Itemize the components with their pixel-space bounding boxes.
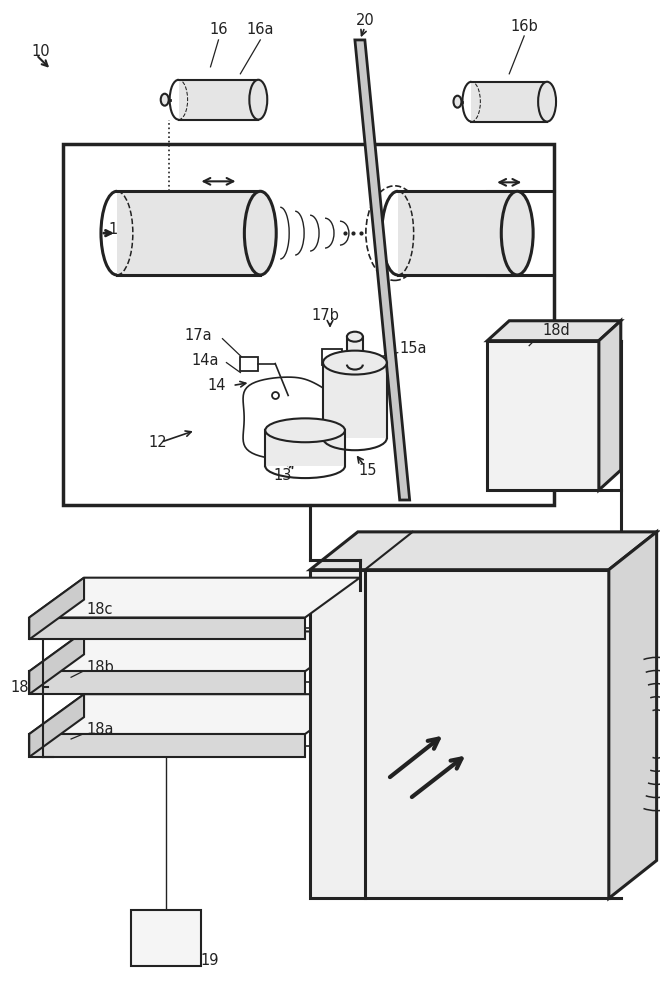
Text: 18c: 18c <box>86 602 112 617</box>
Ellipse shape <box>347 332 363 342</box>
Text: 12: 12 <box>149 435 167 450</box>
Polygon shape <box>471 82 547 122</box>
Text: 17a: 17a <box>185 328 212 343</box>
Polygon shape <box>487 321 621 341</box>
Polygon shape <box>599 321 621 490</box>
Polygon shape <box>29 578 84 639</box>
Polygon shape <box>29 694 84 757</box>
Polygon shape <box>29 694 360 734</box>
Ellipse shape <box>245 191 276 275</box>
Text: 18b: 18b <box>86 660 114 675</box>
Polygon shape <box>323 363 387 438</box>
Ellipse shape <box>501 191 533 275</box>
Polygon shape <box>310 570 609 898</box>
Polygon shape <box>29 631 84 694</box>
Ellipse shape <box>249 80 267 120</box>
Text: 16a: 16a <box>247 22 274 37</box>
Text: 16: 16 <box>210 22 228 37</box>
Polygon shape <box>29 734 305 757</box>
Polygon shape <box>322 349 342 365</box>
Text: 11: 11 <box>109 222 128 237</box>
Polygon shape <box>131 910 200 966</box>
Ellipse shape <box>453 96 461 108</box>
Ellipse shape <box>161 94 169 106</box>
Ellipse shape <box>538 82 556 122</box>
Text: 20: 20 <box>356 13 374 28</box>
Text: 15: 15 <box>358 463 377 478</box>
Polygon shape <box>29 578 360 618</box>
Text: 18a: 18a <box>86 722 114 737</box>
Text: 10: 10 <box>31 44 50 59</box>
Ellipse shape <box>265 418 345 442</box>
Polygon shape <box>398 191 517 275</box>
Polygon shape <box>241 357 258 371</box>
Polygon shape <box>265 430 345 466</box>
Text: 16b: 16b <box>510 19 538 34</box>
Polygon shape <box>310 532 656 570</box>
Text: 19: 19 <box>200 953 219 968</box>
Polygon shape <box>178 80 258 120</box>
Polygon shape <box>355 40 410 500</box>
Polygon shape <box>347 337 363 365</box>
Polygon shape <box>117 191 260 275</box>
Polygon shape <box>29 631 360 671</box>
Polygon shape <box>63 144 554 505</box>
Text: 13: 13 <box>273 468 292 483</box>
Polygon shape <box>487 341 599 490</box>
Text: 14a: 14a <box>191 353 219 368</box>
Text: 15a: 15a <box>400 341 427 356</box>
Ellipse shape <box>323 351 387 375</box>
Polygon shape <box>29 618 305 639</box>
Polygon shape <box>29 671 305 694</box>
Polygon shape <box>609 532 656 898</box>
Text: 14: 14 <box>207 378 225 393</box>
Ellipse shape <box>366 186 424 280</box>
Text: 11b: 11b <box>463 265 491 280</box>
Text: 17b: 17b <box>311 308 339 323</box>
Text: 18: 18 <box>11 680 29 695</box>
Text: 18d: 18d <box>542 323 570 338</box>
Text: 11a: 11a <box>172 265 200 280</box>
